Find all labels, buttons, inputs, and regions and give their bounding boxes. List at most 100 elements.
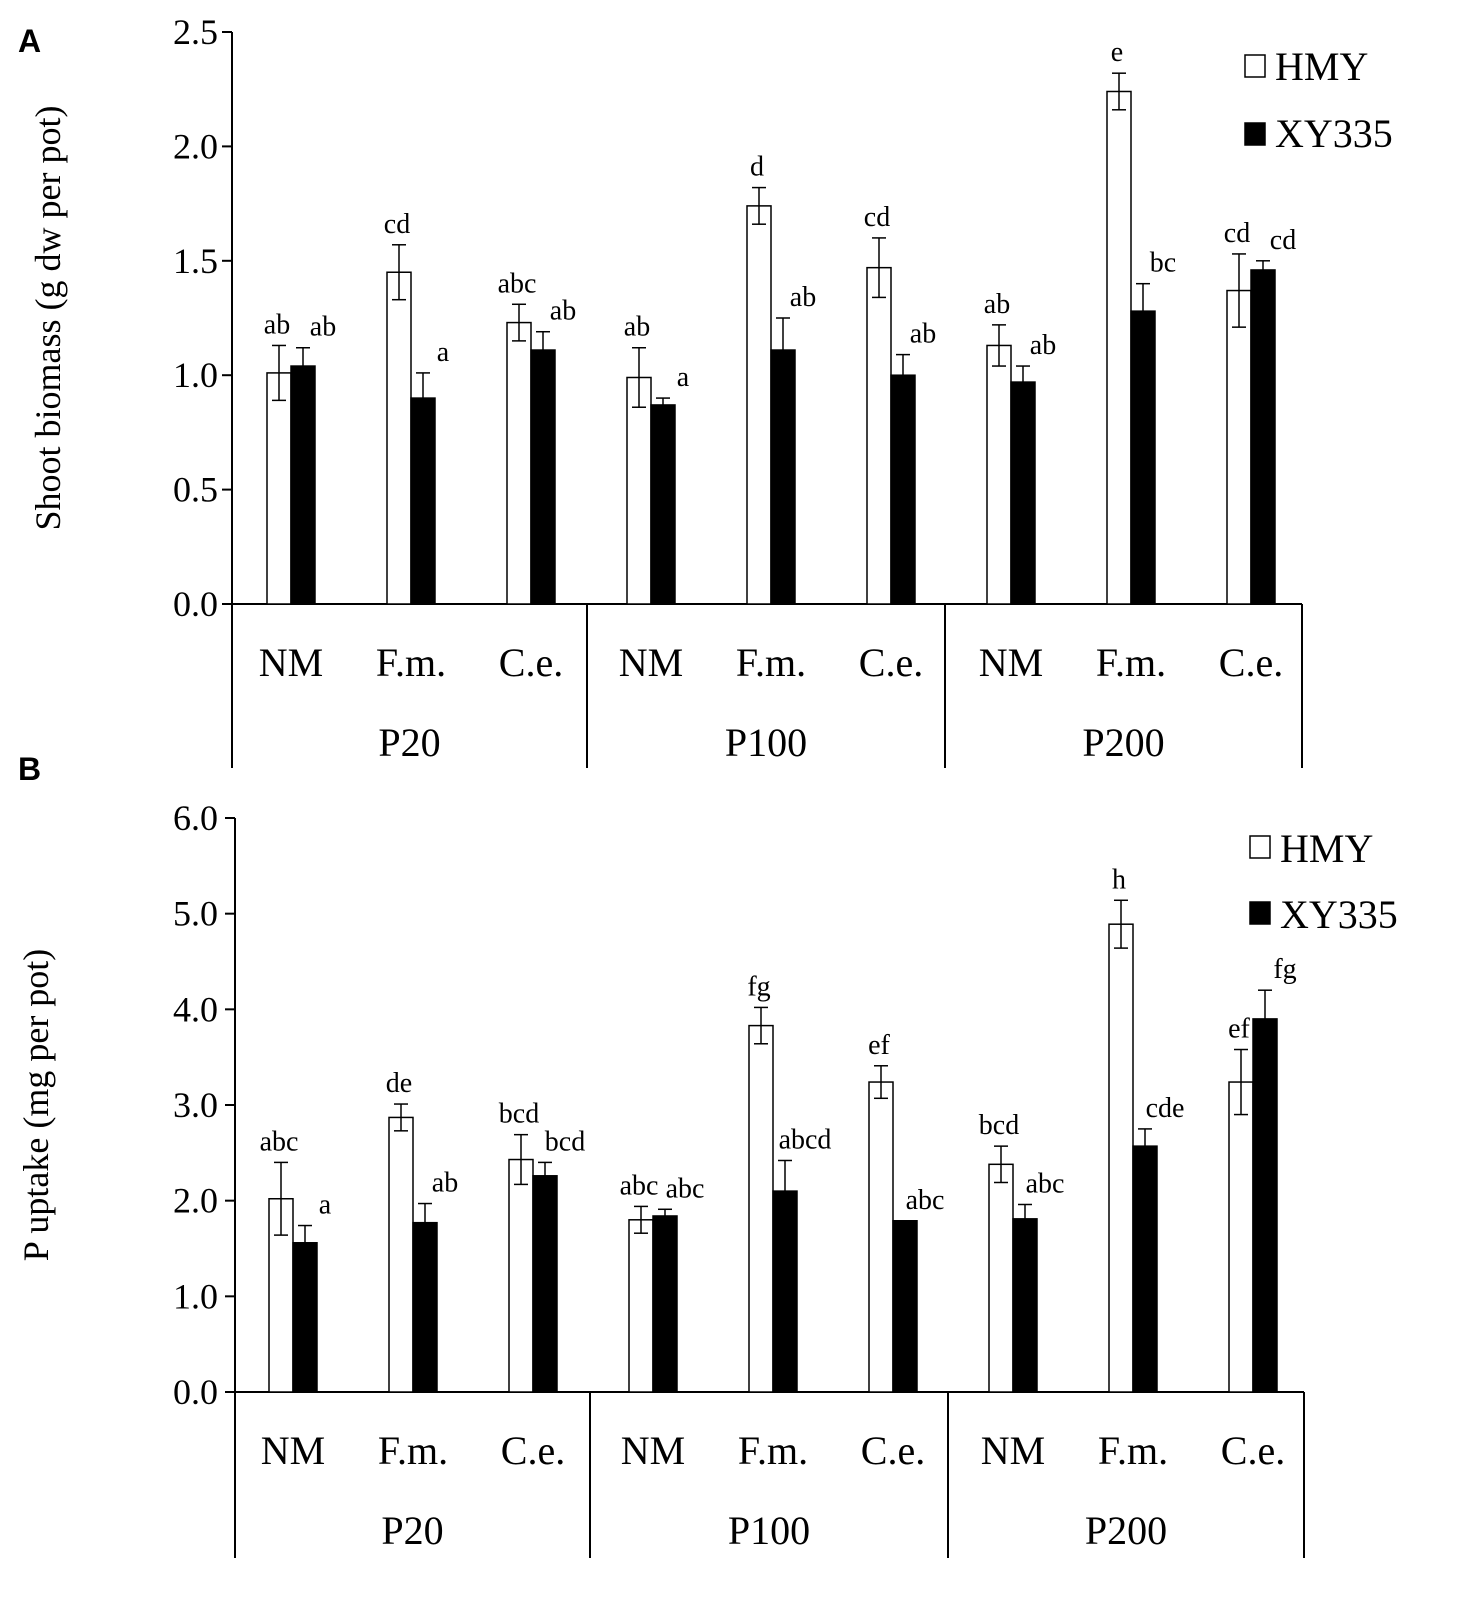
bar-xy335 [1012,1218,1038,1393]
x-category-label: C.e. [1221,1428,1285,1473]
bar-hmy [628,1219,654,1393]
bar-hmy [1226,289,1252,605]
significance-letter: bcd [545,1126,585,1157]
y-tick-label: 0.0 [173,1372,218,1412]
y-tick-label: 2.0 [173,126,218,166]
bar-xy335 [770,349,796,605]
x-category-label: F.m. [376,640,446,685]
significance-letter: a [677,362,690,393]
panel-letter: B [18,751,41,787]
significance-letter: abc [666,1173,705,1204]
bar-hmy [988,1163,1014,1393]
x-category-label: NM [619,640,683,685]
y-tick-label: 2.5 [173,12,218,52]
x-category-label: F.m. [1098,1428,1168,1473]
x-category-label: F.m. [378,1428,448,1473]
significance-letter: ef [868,1030,890,1061]
x-group-label: P200 [1082,720,1164,765]
legend-swatch-xy335 [1244,122,1266,146]
legend-swatch-hmy [1249,835,1271,859]
x-category-label: C.e. [861,1428,925,1473]
legend-label: HMY [1275,44,1368,89]
y-tick-label: 3.0 [173,1085,218,1125]
x-category-label: C.e. [501,1428,565,1473]
bar-xy335 [892,1220,918,1393]
x-category-label: NM [981,1428,1045,1473]
y-tick-label: 6.0 [173,798,218,838]
y-axis-label: P uptake (mg per pot) [16,949,56,1262]
bar-xy335 [1010,381,1036,605]
significance-letter: cd [864,202,890,233]
bar-xy335 [890,374,916,605]
significance-letter: ab [624,312,650,343]
legend-swatch-hmy [1244,54,1266,78]
x-group-label: P100 [725,720,807,765]
bar-xy335 [292,1242,318,1393]
bar-xy335 [532,1175,558,1393]
significance-letter: ab [432,1168,458,1199]
x-category-label: C.e. [1219,640,1283,685]
y-axis-label: Shoot biomass (g dw per pot) [28,106,68,531]
x-group-label: P20 [378,720,440,765]
legend-label: HMY [1280,826,1373,871]
bar-xy335 [772,1190,798,1393]
significance-letter: ab [790,282,816,313]
y-tick-label: 2.0 [173,1181,218,1221]
bar-hmy [506,321,532,605]
x-category-label: NM [621,1428,685,1473]
significance-letter: a [437,337,450,368]
panel-letter: A [18,23,41,59]
significance-letter: ab [1030,330,1056,361]
chart-panel-b: B P uptake (mg per pot) 0.0 1.0 2.0 3.0 4.0 5.0… [16,751,1398,1558]
significance-letter: abc [620,1170,659,1201]
significance-letter: abc [498,268,537,299]
legend-label: XY335 [1280,892,1398,937]
x-category-label: C.e. [859,640,923,685]
x-group-label: P100 [728,1508,810,1553]
y-tick-label: 0.0 [173,584,218,624]
bar-xy335 [650,404,676,605]
bar-hmy [266,372,292,605]
significance-letter: abcd [779,1124,832,1155]
bar-xy335 [1132,1145,1158,1393]
significance-letter: ef [1228,1014,1250,1045]
significance-letter: cde [1146,1093,1185,1124]
y-tick-label: 1.0 [173,1276,218,1316]
bar-hmy [1228,1081,1254,1393]
significance-letter: d [750,152,764,183]
significance-letter: cd [1224,218,1250,249]
x-category-label: F.m. [738,1428,808,1473]
bar-hmy [626,376,652,605]
bar-hmy [866,266,892,605]
x-category-label: NM [261,1428,325,1473]
x-group-label: P200 [1085,1508,1167,1553]
bar-xy335 [530,349,556,605]
bar-xy335 [652,1215,678,1393]
bar-hmy [868,1081,894,1393]
legend-label: XY335 [1275,111,1393,156]
significance-letter: h [1112,864,1126,895]
x-category-label: NM [979,640,1043,685]
x-category-label: NM [259,640,323,685]
x-category-label: F.m. [736,640,806,685]
significance-letter: abc [260,1126,299,1157]
bar-hmy [386,271,412,605]
bar-xy335 [410,397,436,605]
bar-hmy [746,205,772,605]
bar-xy335 [1130,310,1156,605]
bar-hmy [748,1024,774,1393]
significance-letter: ab [264,309,290,340]
bar-xy335 [290,365,316,605]
bar-xy335 [1250,269,1276,605]
bar-xy335 [1252,1018,1278,1393]
significance-letter: fg [1273,954,1296,985]
bar-hmy [508,1158,534,1393]
significance-letter: de [386,1068,412,1099]
significance-letter: bcd [979,1110,1019,1141]
legend-swatch-xy335 [1249,901,1271,925]
y-tick-label: 1.0 [173,355,218,395]
bar-hmy [1108,923,1134,1393]
bar-hmy [986,344,1012,605]
significance-letter: ab [910,319,936,350]
